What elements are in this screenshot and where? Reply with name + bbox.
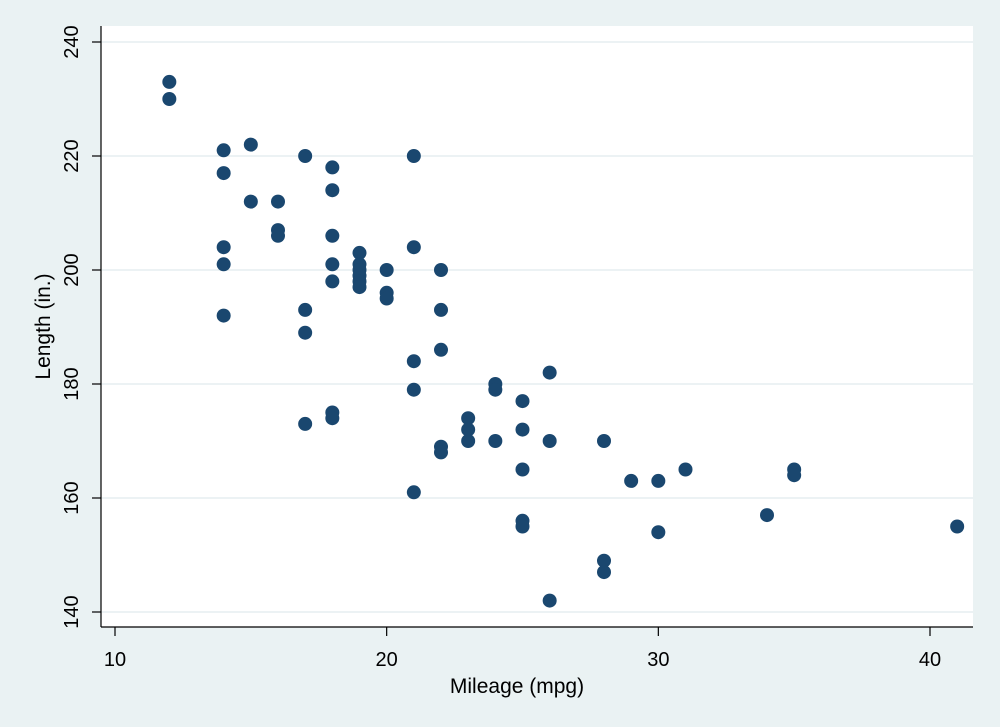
scatter-point	[379, 263, 394, 277]
scatter-point	[216, 257, 231, 272]
x-tick-label: 40	[919, 649, 941, 671]
scatter-point	[298, 149, 313, 163]
scatter-point	[406, 354, 421, 369]
scatter-point	[461, 422, 476, 437]
scatter-point	[271, 228, 285, 243]
y-tick-label: 180	[61, 367, 83, 400]
scatter-point	[298, 325, 313, 340]
scatter-point	[515, 394, 530, 409]
scatter-point	[352, 245, 367, 260]
scatter-point	[406, 485, 421, 500]
scatter-point	[216, 143, 231, 158]
y-tick-label: 220	[61, 139, 83, 172]
y-tick-label: 160	[61, 481, 83, 514]
plot-area	[101, 26, 973, 627]
scatter-point	[298, 416, 313, 431]
scatter-point	[651, 473, 666, 488]
scatter-point	[271, 194, 285, 209]
scatter-point	[760, 508, 774, 523]
axes: 140 160 180 200 220 240 10 20 30 40	[61, 25, 973, 671]
scatter-point	[488, 382, 503, 397]
x-tick-label: 20	[376, 649, 398, 671]
x-tick-label: 30	[647, 649, 669, 671]
scatter-point	[325, 257, 340, 272]
scatter-point	[597, 434, 611, 448]
scatter-point	[624, 473, 639, 488]
scatter-point	[461, 434, 476, 448]
gridlines	[101, 41, 973, 613]
scatter-point	[461, 411, 476, 426]
scatter-point	[542, 434, 557, 448]
scatter-point	[379, 291, 394, 306]
y-tick-label: 140	[61, 595, 83, 628]
scatter-point	[488, 434, 503, 448]
scatter-point	[515, 422, 530, 437]
scatter-point	[162, 92, 177, 106]
scatter-point	[406, 240, 421, 255]
scatter-point	[325, 411, 340, 426]
data-points	[162, 74, 965, 608]
scatter-point	[787, 468, 802, 483]
scatter-point	[597, 565, 611, 580]
scatter-point	[243, 194, 258, 209]
scatter-point	[325, 228, 340, 243]
scatter-point	[597, 553, 611, 568]
scatter-point	[216, 308, 231, 323]
scatter-point	[325, 160, 340, 175]
scatter-point	[434, 445, 448, 460]
scatter-point	[515, 462, 530, 477]
scatter-point	[542, 365, 557, 380]
scatter-point	[434, 263, 448, 277]
scatter-point	[352, 280, 367, 295]
scatter-point	[216, 240, 231, 255]
y-axis-title: Length (in.)	[32, 273, 55, 379]
scatter-point	[651, 525, 666, 540]
scatter-point	[162, 74, 177, 89]
scatter-point	[434, 302, 448, 317]
scatter-point	[325, 274, 340, 289]
scatter-point	[434, 342, 448, 357]
x-tick-label: 10	[104, 649, 126, 671]
scatter-point	[216, 166, 231, 181]
scatter-point	[406, 382, 421, 397]
y-tick-label: 200	[61, 253, 83, 286]
scatter-point	[406, 149, 421, 163]
scatter-point	[542, 593, 557, 608]
scatter-point	[243, 137, 258, 152]
scatter-point	[325, 183, 340, 198]
scatter-point	[298, 302, 313, 317]
x-axis-title: Mileage (mpg)	[450, 675, 584, 698]
y-tick-label: 240	[61, 25, 83, 58]
scatter-point	[950, 519, 965, 534]
scatter-point	[515, 519, 530, 534]
scatter-point	[678, 462, 693, 477]
